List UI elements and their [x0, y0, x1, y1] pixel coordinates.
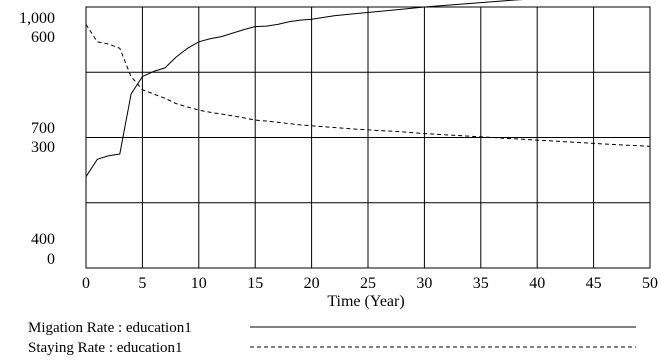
y-label-mid-1: 700 — [31, 120, 55, 137]
plot-frame — [85, 6, 651, 269]
x-tick-label: 0 — [82, 275, 90, 292]
x-tick-label: 50 — [642, 275, 658, 292]
y-label-top-1: 1,000 — [19, 10, 55, 27]
x-axis-label: Time (Year) — [327, 293, 404, 310]
x-tick-label: 35 — [473, 275, 489, 292]
y-label-base-2: 0 — [47, 251, 55, 268]
x-tick-label: 25 — [360, 275, 376, 292]
legend-label-staying: Staying Rate : education1 — [28, 340, 183, 356]
x-tick-labels: 0 5 10 15 20 25 30 35 40 45 50 — [82, 275, 658, 292]
x-tick-label: 45 — [586, 275, 602, 292]
grid — [86, 7, 650, 268]
plot-border — [85, 6, 651, 269]
x-tick-label: 20 — [304, 275, 320, 292]
y-label-top-2: 600 — [31, 29, 55, 46]
y-label-mid-2: 300 — [31, 139, 55, 156]
x-tick-label: 40 — [529, 275, 545, 292]
series-line-0 — [85, 0, 524, 177]
y-label-base-1: 400 — [31, 231, 55, 248]
x-tick-label: 30 — [416, 275, 432, 292]
plot-lines — [85, 0, 651, 177]
x-tick-label: 5 — [138, 275, 146, 292]
x-tick-label: 10 — [191, 275, 207, 292]
x-tick-label: 15 — [247, 275, 263, 292]
legend-label-migration: Migation Rate : education1 — [28, 320, 192, 336]
